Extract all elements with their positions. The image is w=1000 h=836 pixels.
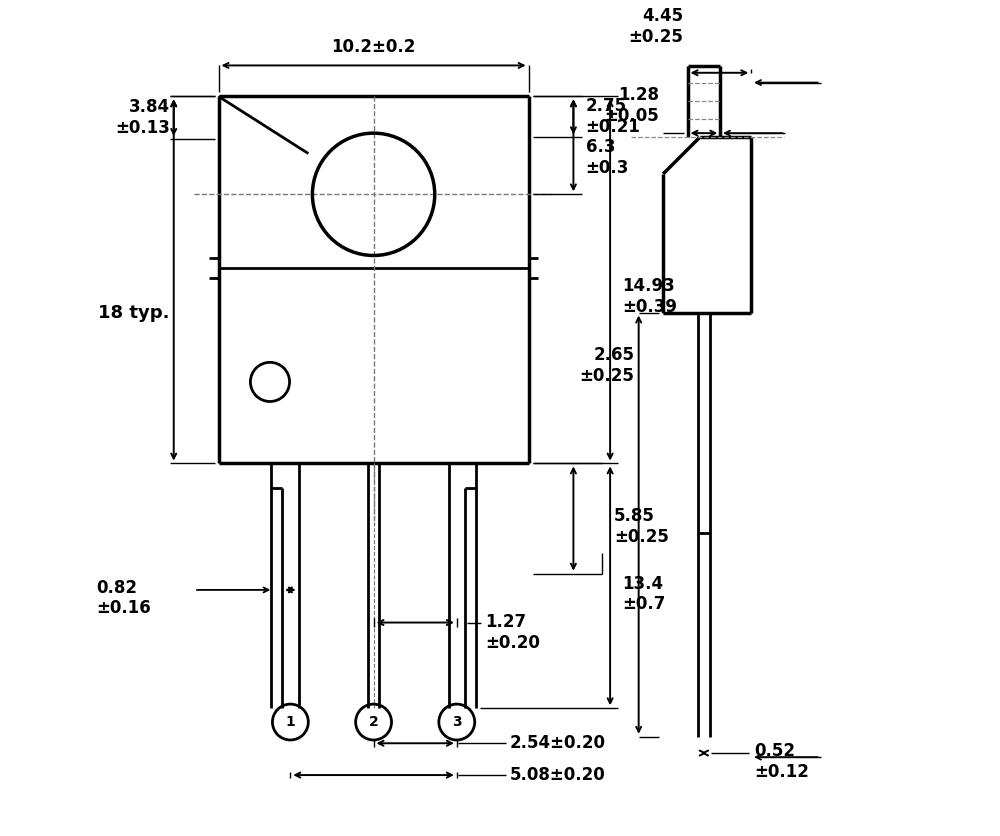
Text: 2.65
±0.25: 2.65 ±0.25 <box>580 346 635 385</box>
Text: 5.85
±0.25: 5.85 ±0.25 <box>614 507 669 546</box>
Text: 0.52
±0.12: 0.52 ±0.12 <box>754 742 809 781</box>
Text: 6.3
±0.3: 6.3 ±0.3 <box>586 138 629 177</box>
Text: 2: 2 <box>369 715 378 729</box>
Text: 5.08±0.20: 5.08±0.20 <box>510 766 606 784</box>
Text: 4.45
±0.25: 4.45 ±0.25 <box>629 7 684 46</box>
Text: 14.93
±0.39: 14.93 ±0.39 <box>622 277 677 316</box>
Text: 1.28
±0.05: 1.28 ±0.05 <box>604 86 659 125</box>
Text: 13.4
±0.7: 13.4 ±0.7 <box>622 574 666 614</box>
Text: 18 typ.: 18 typ. <box>98 303 170 322</box>
Text: 2.54±0.20: 2.54±0.20 <box>510 734 606 752</box>
Text: 3: 3 <box>452 715 462 729</box>
Text: 1: 1 <box>285 715 295 729</box>
Text: 10.2±0.2: 10.2±0.2 <box>331 38 416 57</box>
Text: 3.84
±0.13: 3.84 ±0.13 <box>115 99 170 137</box>
Text: 1.27
±0.20: 1.27 ±0.20 <box>485 613 540 652</box>
Text: 0.82
±0.16: 0.82 ±0.16 <box>96 579 151 618</box>
Text: 2.75
±0.21: 2.75 ±0.21 <box>586 98 641 136</box>
